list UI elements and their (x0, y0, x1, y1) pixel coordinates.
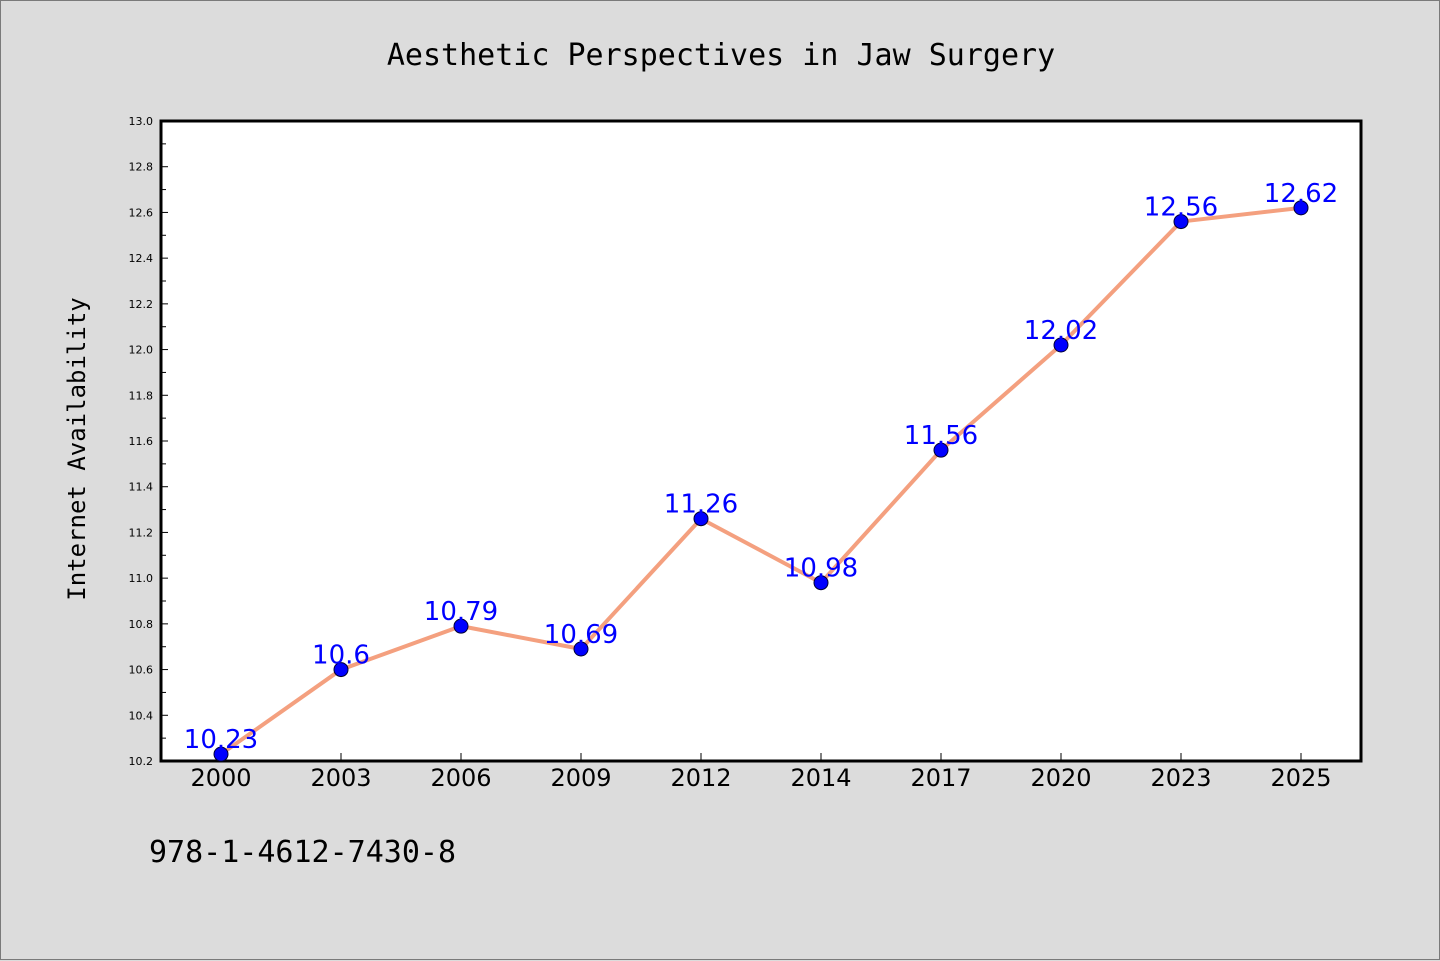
data-point-marker (1053, 337, 1069, 353)
data-label-group: 10.23 10.6 10.79 10.69 11.26 10.98 11.56 12.02 1… (184, 179, 1338, 755)
y-tick-label: 11.8 (129, 389, 154, 402)
data-label: 12.56 (1144, 193, 1218, 223)
data-point-marker (933, 442, 949, 458)
y-tick-label: 12.8 (129, 161, 154, 174)
data-point-marker (333, 662, 349, 678)
data-label: 10.6 (312, 641, 370, 671)
x-tick-label: 2014 (790, 764, 851, 792)
data-point-marker (573, 641, 589, 657)
y-tick-label: 13.0 (129, 115, 154, 128)
marker-group (213, 200, 1309, 762)
data-point-marker (1293, 200, 1309, 216)
x-tick-label: 2023 (1150, 764, 1211, 792)
x-tick-label: 2009 (550, 764, 611, 792)
x-tick-label: 2012 (670, 764, 731, 792)
series-line-group (219, 205, 1302, 756)
y-tick-label: 11.4 (129, 481, 154, 494)
y-tick-label: 10.8 (129, 618, 154, 631)
data-label: 11.56 (904, 421, 978, 451)
x-axis-ticks: 2000 2003 2006 2009 2012 2014 2017 2020 2023 2025 (190, 753, 1332, 792)
y-tick-label: 12.4 (129, 252, 154, 265)
isbn-text: 978-1-4612-7430-8 (149, 835, 457, 870)
data-label: 10.69 (544, 620, 618, 650)
y-tick-label: 12.6 (129, 206, 154, 219)
x-tick-label: 2006 (430, 764, 491, 792)
data-label: 10.98 (784, 554, 858, 584)
data-point-marker (693, 511, 709, 527)
x-tick-label: 2020 (1030, 764, 1091, 792)
x-tick-label: 2000 (190, 764, 251, 792)
y-tick-label: 11.2 (129, 526, 154, 539)
data-point-marker (1173, 214, 1189, 230)
data-label: 12.02 (1024, 316, 1098, 346)
data-label: 10.79 (424, 597, 498, 627)
x-tick-label: 2003 (310, 764, 371, 792)
y-tick-label: 10.6 (129, 664, 154, 677)
y-tick-label: 12.0 (129, 344, 154, 357)
data-point-marker (453, 618, 469, 634)
y-tick-label: 10.4 (129, 709, 154, 722)
y-tick-label: 10.2 (129, 755, 154, 768)
chart-title: Aesthetic Perspectives in Jaw Surgery (387, 38, 1055, 73)
y-axis-label: Internet Availability (63, 297, 91, 600)
series-line (219, 205, 1302, 756)
plot-area (159, 119, 1363, 763)
data-point-marker (213, 746, 229, 762)
data-label: 11.26 (664, 490, 738, 520)
data-point-marker (813, 575, 829, 591)
y-tick-label: 12.2 (129, 298, 154, 311)
y-axis-ticks: 10.2 10.4 10.6 10.8 11.0 11.2 11.4 11.6 11.8 12.0… (129, 115, 168, 768)
y-tick-label: 11.0 (129, 572, 154, 585)
x-tick-label: 2025 (1270, 764, 1331, 792)
data-label: 12.62 (1264, 179, 1338, 209)
x-tick-label: 2017 (910, 764, 971, 792)
data-label: 10.23 (184, 725, 258, 755)
y-tick-label: 11.6 (129, 435, 154, 448)
